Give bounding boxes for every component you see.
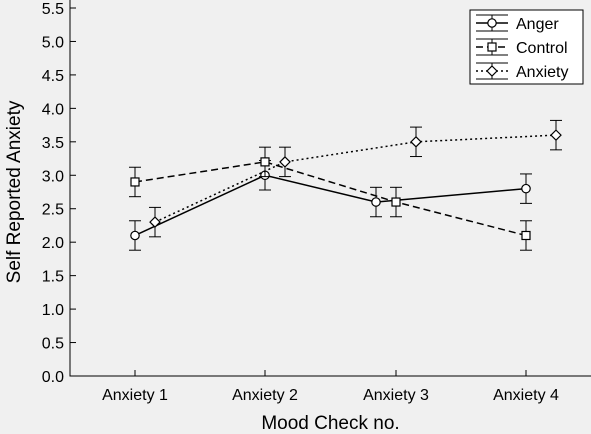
data-point: [410, 135, 422, 148]
data-point: [391, 197, 401, 207]
legend-marker: [487, 42, 497, 52]
legend-label: Control: [516, 40, 568, 57]
series-anxiety: [149, 119, 562, 238]
data-point: [130, 230, 140, 241]
y-tick-label: 5.5: [42, 1, 64, 18]
series-line-anxiety: [154, 134, 557, 223]
y-axis: 0.0 0.5 1.0 1.5 2.0 2.5 3.0 3.5 4.0 4.5 5.0 5.5: [42, 1, 76, 386]
data-point: [130, 177, 140, 187]
y-tick-label: 3.5: [42, 135, 64, 152]
x-axis-title: Mood Check no.: [261, 413, 399, 434]
plot-frame: [69, 0, 591, 377]
x-tick-label: Anxiety 1: [102, 387, 168, 404]
series-anger: [129, 160, 532, 251]
y-tick-label: 2.0: [42, 235, 64, 252]
x-tick-label: Anxiety 2: [232, 387, 298, 404]
data-point: [521, 183, 531, 194]
x-tick-label: Anxiety 3: [363, 387, 429, 404]
y-tick-label: 4.0: [42, 101, 64, 118]
y-tick-label: 1.5: [42, 269, 64, 286]
y-axis-title: Self Reported Anxiety: [4, 100, 25, 283]
data-point: [279, 156, 291, 168]
legend-marker: [486, 65, 498, 77]
data-point: [149, 216, 161, 228]
legend-marker: [487, 18, 497, 28]
data-point: [260, 157, 270, 167]
x-tick-label: Anxiety 4: [493, 387, 559, 404]
series-line-anger: [134, 174, 527, 237]
legend: Anger Control Anxiety: [469, 9, 584, 85]
y-tick-label: 2.5: [42, 202, 64, 219]
y-tick-label: 4.5: [42, 68, 64, 85]
data-point: [371, 197, 381, 207]
y-tick-label: 0.0: [42, 369, 64, 386]
y-tick-label: 0.5: [42, 336, 64, 353]
legend-label: Anger: [516, 16, 559, 33]
legend-label: Anxiety: [516, 64, 568, 81]
y-tick-label: 3.0: [42, 168, 64, 185]
y-tick-label: 5.0: [42, 34, 64, 51]
series-line-control: [134, 161, 527, 237]
y-tick-label: 1.0: [42, 302, 64, 319]
series-layer: [129, 119, 562, 251]
data-point: [550, 129, 562, 141]
data-point: [521, 230, 531, 241]
x-axis: Anxiety 1 Anxiety 2 Anxiety 3 Anxiety 4: [102, 370, 559, 404]
